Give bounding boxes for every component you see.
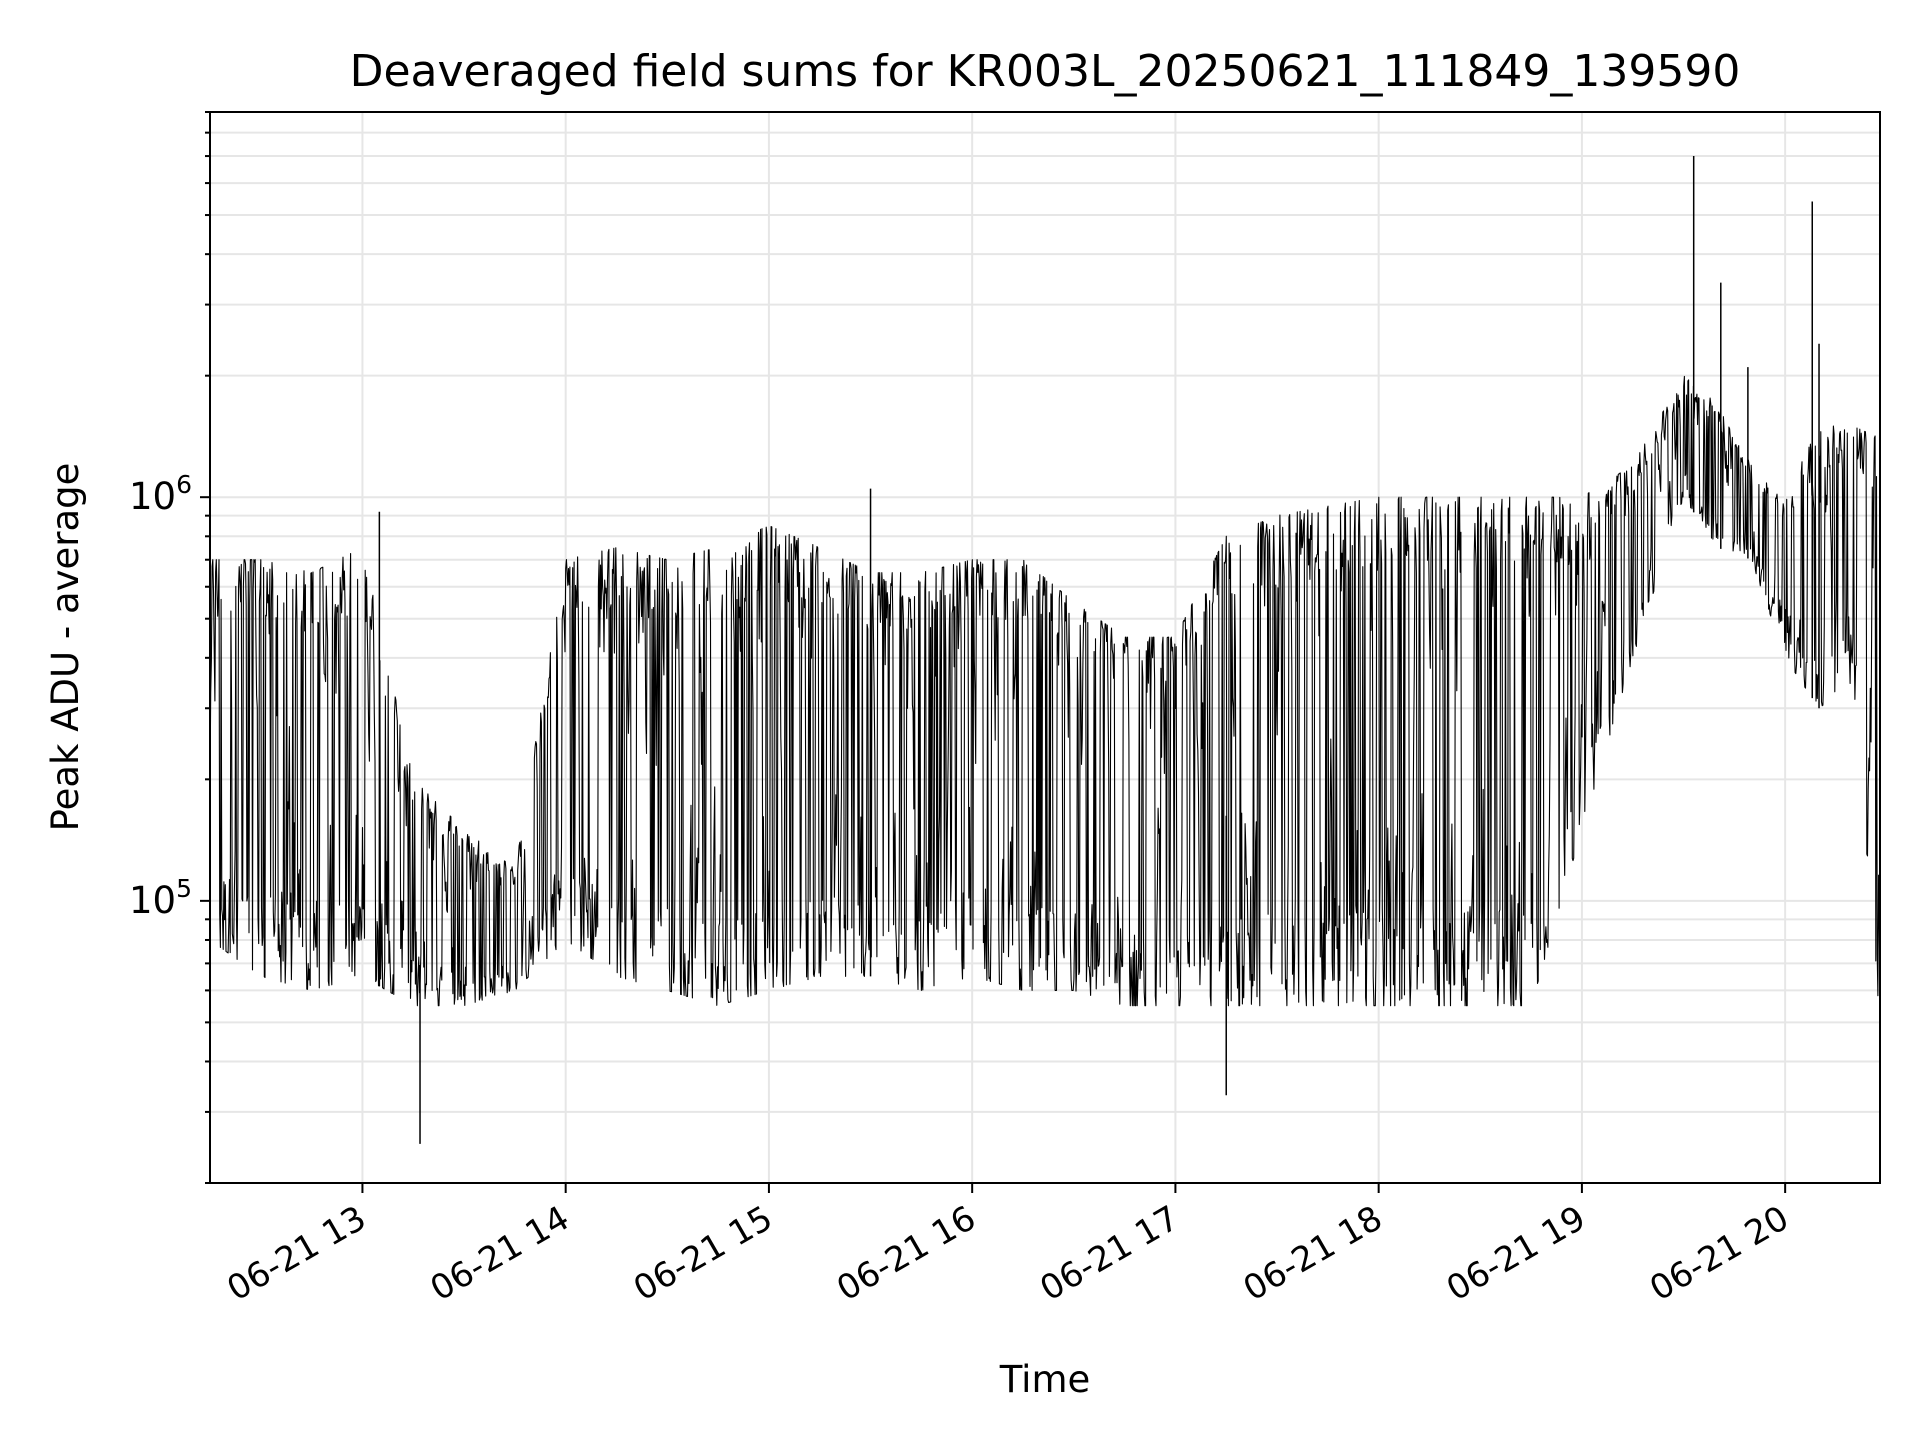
- y-axis-label: Peak ADU - average: [44, 463, 87, 832]
- y-tick-exponent: 5: [176, 874, 192, 903]
- y-tick-label: 105: [129, 874, 192, 922]
- y-tick-exponent: 6: [176, 470, 192, 499]
- plot-frame: [209, 111, 1881, 1184]
- y-tick-base: 10: [129, 879, 176, 922]
- chart-title: Deaveraged field sums for KR003L_2025062…: [350, 46, 1741, 97]
- series-line: [210, 156, 1880, 1144]
- series-path: [210, 375, 1880, 1009]
- y-tick-base: 10: [129, 475, 176, 518]
- x-axis-label: Time: [999, 1358, 1091, 1401]
- y-tick-label: 106: [129, 470, 192, 518]
